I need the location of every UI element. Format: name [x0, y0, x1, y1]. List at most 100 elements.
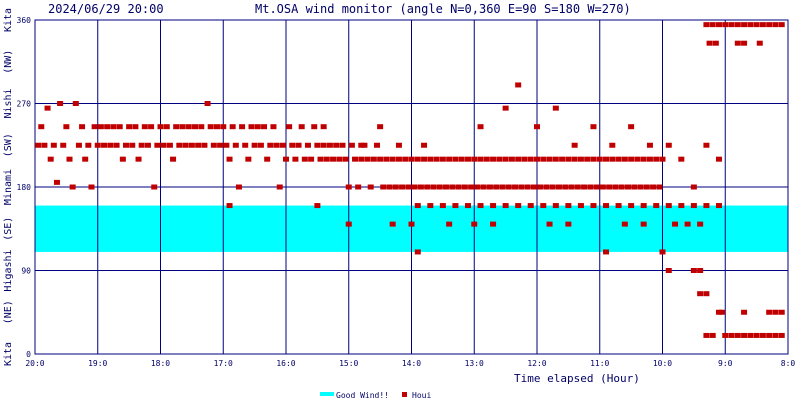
- data-point: [132, 124, 139, 130]
- data-point: [430, 184, 437, 190]
- data-point: [540, 156, 547, 162]
- data-point: [345, 221, 352, 227]
- data-point: [577, 203, 584, 209]
- data-point: [628, 156, 635, 162]
- y-axis-side-label: (SW): [3, 133, 14, 157]
- data-point: [223, 142, 230, 148]
- data-point: [471, 221, 478, 227]
- data-point: [220, 124, 227, 130]
- data-point: [101, 142, 108, 148]
- data-point: [490, 221, 497, 227]
- data-point: [709, 332, 716, 338]
- data-point: [104, 124, 111, 130]
- data-point: [69, 184, 76, 190]
- data-point: [659, 249, 666, 255]
- data-point: [395, 156, 402, 162]
- data-point: [615, 156, 622, 162]
- data-point: [512, 184, 519, 190]
- data-point: [85, 142, 92, 148]
- y-axis-side-label: Nishi: [3, 88, 14, 118]
- data-point: [574, 184, 581, 190]
- data-point: [518, 184, 525, 190]
- x-tick-label: 12:0: [527, 359, 546, 368]
- data-point: [581, 184, 588, 190]
- data-point: [678, 156, 685, 162]
- y-tick-label: 180: [17, 183, 32, 192]
- data-point: [264, 156, 271, 162]
- data-point: [301, 156, 308, 162]
- data-point: [116, 124, 123, 130]
- data-point: [314, 203, 321, 209]
- data-point: [358, 156, 365, 162]
- data-point: [82, 156, 89, 162]
- data-point: [110, 124, 117, 130]
- data-point: [734, 22, 741, 28]
- data-point: [151, 184, 158, 190]
- timestamp-label: 2024/06/29 20:00: [48, 2, 164, 16]
- data-point: [515, 203, 522, 209]
- data-point: [719, 309, 726, 315]
- data-point: [245, 156, 252, 162]
- data-point: [355, 184, 362, 190]
- data-point: [715, 203, 722, 209]
- y-axis-side-label: Minami: [3, 169, 14, 205]
- data-point: [665, 142, 672, 148]
- data-point: [646, 156, 653, 162]
- data-point: [612, 184, 619, 190]
- data-point: [320, 124, 327, 130]
- data-point: [417, 184, 424, 190]
- data-point: [527, 203, 534, 209]
- x-tick-label: 14:0: [402, 359, 421, 368]
- data-point: [160, 142, 167, 148]
- data-point: [703, 142, 710, 148]
- data-point: [703, 332, 710, 338]
- x-tick-label: 8:0: [781, 359, 796, 368]
- data-point: [678, 203, 685, 209]
- x-tick-label: 20:0: [25, 359, 44, 368]
- data-point: [273, 142, 280, 148]
- data-point: [778, 332, 785, 338]
- data-point: [709, 22, 716, 28]
- data-point: [493, 184, 500, 190]
- data-point: [759, 332, 766, 338]
- data-point: [706, 40, 713, 46]
- x-tick-label: 15:0: [339, 359, 358, 368]
- data-point: [298, 124, 305, 130]
- data-point: [772, 332, 779, 338]
- data-point: [609, 142, 616, 148]
- data-point: [113, 142, 120, 148]
- data-point: [722, 332, 729, 338]
- data-point: [138, 142, 145, 148]
- data-point: [766, 332, 773, 338]
- data-point: [304, 142, 311, 148]
- data-point: [436, 184, 443, 190]
- data-point: [358, 142, 365, 148]
- data-point: [515, 156, 522, 162]
- y-tick-label: 90: [21, 267, 31, 276]
- data-point: [490, 203, 497, 209]
- y-axis-side-label: (SE): [3, 217, 14, 241]
- data-point: [251, 142, 258, 148]
- data-point: [524, 184, 531, 190]
- data-point: [568, 184, 575, 190]
- data-point: [508, 156, 515, 162]
- data-point: [502, 156, 509, 162]
- y-axis-side-label: (NE): [3, 300, 14, 324]
- chart-title: Mt.OSA wind monitor (angle N=0,360 E=90 …: [255, 2, 631, 16]
- data-point: [377, 156, 384, 162]
- y-tick-label: 270: [17, 100, 32, 109]
- data-point: [427, 203, 434, 209]
- plot-area: 0 90 180 270 360 20:0 19:0 18:0 17:0 16:0 15:0 14:0…: [3, 8, 795, 368]
- data-point: [75, 142, 82, 148]
- data-point: [618, 184, 625, 190]
- data-point: [226, 203, 233, 209]
- data-point: [515, 82, 522, 88]
- data-point: [464, 156, 471, 162]
- data-point: [715, 22, 722, 28]
- data-point: [210, 142, 217, 148]
- data-point: [772, 309, 779, 315]
- data-point: [634, 156, 641, 162]
- data-point: [148, 124, 155, 130]
- data-point: [741, 332, 748, 338]
